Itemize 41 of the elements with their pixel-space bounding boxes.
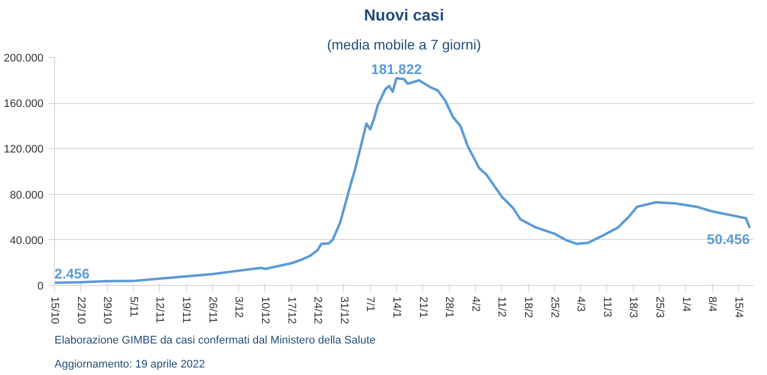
x-tick-label: 21/1	[416, 296, 429, 318]
x-tick-label: 25/3	[654, 296, 666, 318]
y-tick-label: 0	[37, 280, 44, 292]
x-tick-label: 26/11	[206, 296, 218, 324]
x-tick-label: 4/2	[469, 296, 482, 312]
annotation: 2.456	[54, 266, 90, 282]
x-tick-label: 1/4	[680, 296, 692, 312]
x-tick-label: 3/12	[232, 296, 245, 318]
x-tick-label: 17/12	[285, 296, 298, 324]
x-tick-label: 5/11	[127, 296, 140, 318]
x-tick-label: 8/4	[706, 296, 718, 312]
annotation: 50.456	[706, 230, 750, 247]
chart-subtitle: (media mobile a 7 giorni)	[326, 36, 482, 52]
y-tick-label: 200.000	[4, 52, 44, 64]
y-tick-label: 40.000	[10, 234, 44, 247]
x-tick-label: 11/2	[496, 296, 508, 318]
x-tick-label: 12/11	[154, 296, 166, 324]
y-tick-label: 160.000	[4, 98, 44, 110]
x-tick-label: 10/12	[258, 296, 271, 324]
x-tick-label: 29/10	[101, 296, 114, 324]
text: Aggiornamento: 19 aprile 2022	[54, 358, 205, 370]
annotation: 181.822	[371, 61, 422, 78]
x-tick-label: 18/3	[627, 296, 640, 318]
y-tick-label: 80.000	[10, 189, 44, 202]
x-tick-label: 31/12	[338, 296, 350, 324]
x-tick-label: 24/12	[312, 296, 324, 324]
y-tick-label: 120.000	[4, 144, 44, 156]
x-tick-label: 22/10	[74, 296, 87, 324]
line-series	[54, 76, 751, 284]
x-tick-label: 25/2	[548, 296, 560, 318]
chart-title: Nuovi casi	[364, 8, 444, 24]
x-tick-label: 19/11	[180, 296, 192, 324]
x-tick-label: 15/4	[732, 296, 744, 318]
x-tick-label: 15/10	[48, 296, 60, 324]
text: Elaborazione GIMBE da casi confermati dal Ministero della Salute	[54, 334, 376, 346]
x-tick-label: 14/1	[390, 296, 402, 318]
x-tick-label: 28/1	[443, 296, 456, 318]
x-tick-label: 7/1	[364, 296, 376, 312]
x-tick-label: 18/2	[522, 296, 534, 318]
x-tick-label: 4/3	[574, 296, 587, 312]
x-tick-label: 11/3	[600, 296, 613, 318]
